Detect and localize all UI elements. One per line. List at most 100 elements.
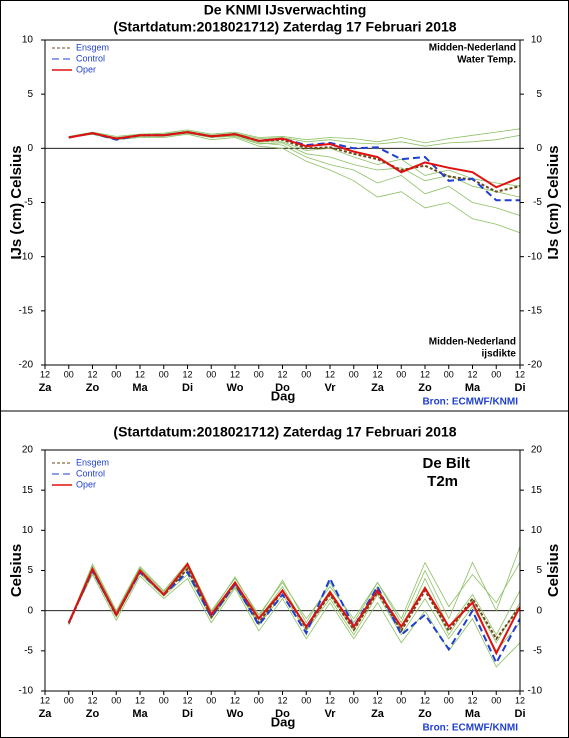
y2-tick-label: 5: [536, 89, 542, 100]
x-tick-label: 00: [396, 369, 406, 379]
x-tick-label: 12: [277, 369, 287, 379]
x-tick-label: 12: [325, 369, 335, 379]
series-line: [67, 568, 520, 666]
x-tick-label: 12: [230, 695, 240, 705]
y-axis-label: Celsius: [8, 544, 25, 597]
y2-tick-label: 10: [531, 525, 543, 536]
annotation: T2m: [427, 473, 458, 490]
y2-axis-label: IJs (cm) Celsius: [545, 145, 562, 259]
day-label: Zo: [86, 382, 100, 394]
series-line: [67, 562, 520, 656]
series-line: [68, 131, 520, 193]
day-label: Za: [39, 382, 53, 394]
y2-tick-label: 0: [536, 143, 542, 154]
x-tick-label: 00: [64, 695, 74, 705]
day-label: Ma: [465, 382, 481, 394]
y-tick-label: 20: [22, 445, 34, 456]
y2-tick-label: 15: [531, 485, 543, 496]
annotation: Water Temp.: [457, 55, 516, 66]
series-line: [67, 567, 520, 641]
y2-tick-label: -10: [528, 686, 543, 697]
x-tick-label: 00: [396, 695, 406, 705]
x-tick-label: 12: [135, 369, 145, 379]
y-tick-label: -10: [19, 686, 34, 697]
series-line: [68, 131, 520, 189]
x-axis-label: Dag: [271, 714, 296, 729]
annotation: Midden-Nederland: [429, 337, 516, 348]
member-line: [68, 133, 520, 234]
x-tick-label: 00: [444, 369, 454, 379]
member-line: [68, 571, 520, 652]
member-line: [68, 130, 520, 147]
legend-label: Control: [76, 468, 105, 478]
day-label: Vr: [324, 708, 336, 720]
day-label: Di: [182, 382, 193, 394]
x-tick-label: 00: [111, 695, 121, 705]
x-tick-label: 12: [515, 695, 525, 705]
chart-subtitle: (Startdatum:2018021712) Zaterdag 17 Febr…: [113, 424, 456, 440]
x-tick-label: 12: [40, 369, 50, 379]
day-label: Di: [515, 382, 526, 394]
y2-tick-label: -15: [528, 305, 543, 316]
x-tick-label: 12: [182, 369, 192, 379]
member-line: [68, 573, 520, 668]
x-tick-label: 12: [420, 369, 430, 379]
x-tick-label: 12: [420, 695, 430, 705]
y2-tick-label: -10: [528, 251, 543, 262]
x-tick-label: 12: [467, 369, 477, 379]
x-tick-label: 00: [301, 695, 311, 705]
x-tick-label: 00: [349, 695, 359, 705]
day-label: Zo: [418, 382, 432, 394]
day-label: Vr: [324, 382, 336, 394]
member-line: [68, 561, 520, 624]
x-tick-label: 12: [230, 369, 240, 379]
source: Bron: ECMWF/KNMI: [422, 397, 518, 408]
legend-label: Oper: [76, 479, 96, 489]
x-tick-label: 00: [349, 369, 359, 379]
y-tick-label: 5: [27, 565, 33, 576]
day-label: Do: [275, 382, 290, 394]
day-label: Ma: [465, 708, 481, 720]
x-axis-label: Dag: [271, 388, 296, 403]
y2-axis-label: Celsius: [545, 544, 562, 597]
annotation: Midden-Nederland: [429, 43, 516, 54]
plot-frame: [44, 39, 521, 366]
day-label: Za: [371, 382, 385, 394]
chart-title: De KNMI IJsverwachting: [204, 2, 367, 18]
x-tick-label: 12: [467, 695, 477, 705]
x-tick-label: 12: [325, 695, 335, 705]
y-tick-label: 0: [27, 605, 33, 616]
y-tick-label: 0: [27, 143, 33, 154]
x-tick-label: 00: [159, 369, 169, 379]
member-line: [68, 128, 520, 144]
legend-label: Control: [76, 53, 105, 63]
x-tick-label: 00: [254, 695, 264, 705]
day-label: Wo: [227, 382, 244, 394]
legend-label: Oper: [76, 64, 96, 74]
day-label: Ma: [132, 382, 148, 394]
legend-label: Ensgem: [76, 457, 109, 467]
y-tick-label: -5: [24, 197, 33, 208]
x-tick-label: 00: [64, 369, 74, 379]
y-tick-label: 5: [27, 89, 33, 100]
x-tick-label: 12: [515, 369, 525, 379]
day-label: Za: [39, 708, 53, 720]
x-tick-label: 12: [182, 695, 192, 705]
legend-label: Ensgem: [76, 42, 109, 52]
y2-tick-label: -20: [528, 360, 543, 371]
x-tick-label: 00: [206, 695, 216, 705]
x-tick-label: 12: [87, 369, 97, 379]
y2-tick-label: 10: [531, 35, 543, 46]
x-tick-label: 12: [372, 695, 382, 705]
x-tick-label: 12: [40, 695, 50, 705]
x-tick-label: 00: [444, 695, 454, 705]
x-tick-label: 00: [301, 369, 311, 379]
x-tick-label: 00: [159, 695, 169, 705]
source: Bron: ECMWF/KNMI: [422, 723, 518, 734]
x-tick-label: 00: [206, 369, 216, 379]
y-tick-label: 10: [22, 525, 34, 536]
plot: [45, 128, 520, 234]
x-tick-label: 00: [111, 369, 121, 379]
annotation: De Bilt: [422, 455, 470, 472]
